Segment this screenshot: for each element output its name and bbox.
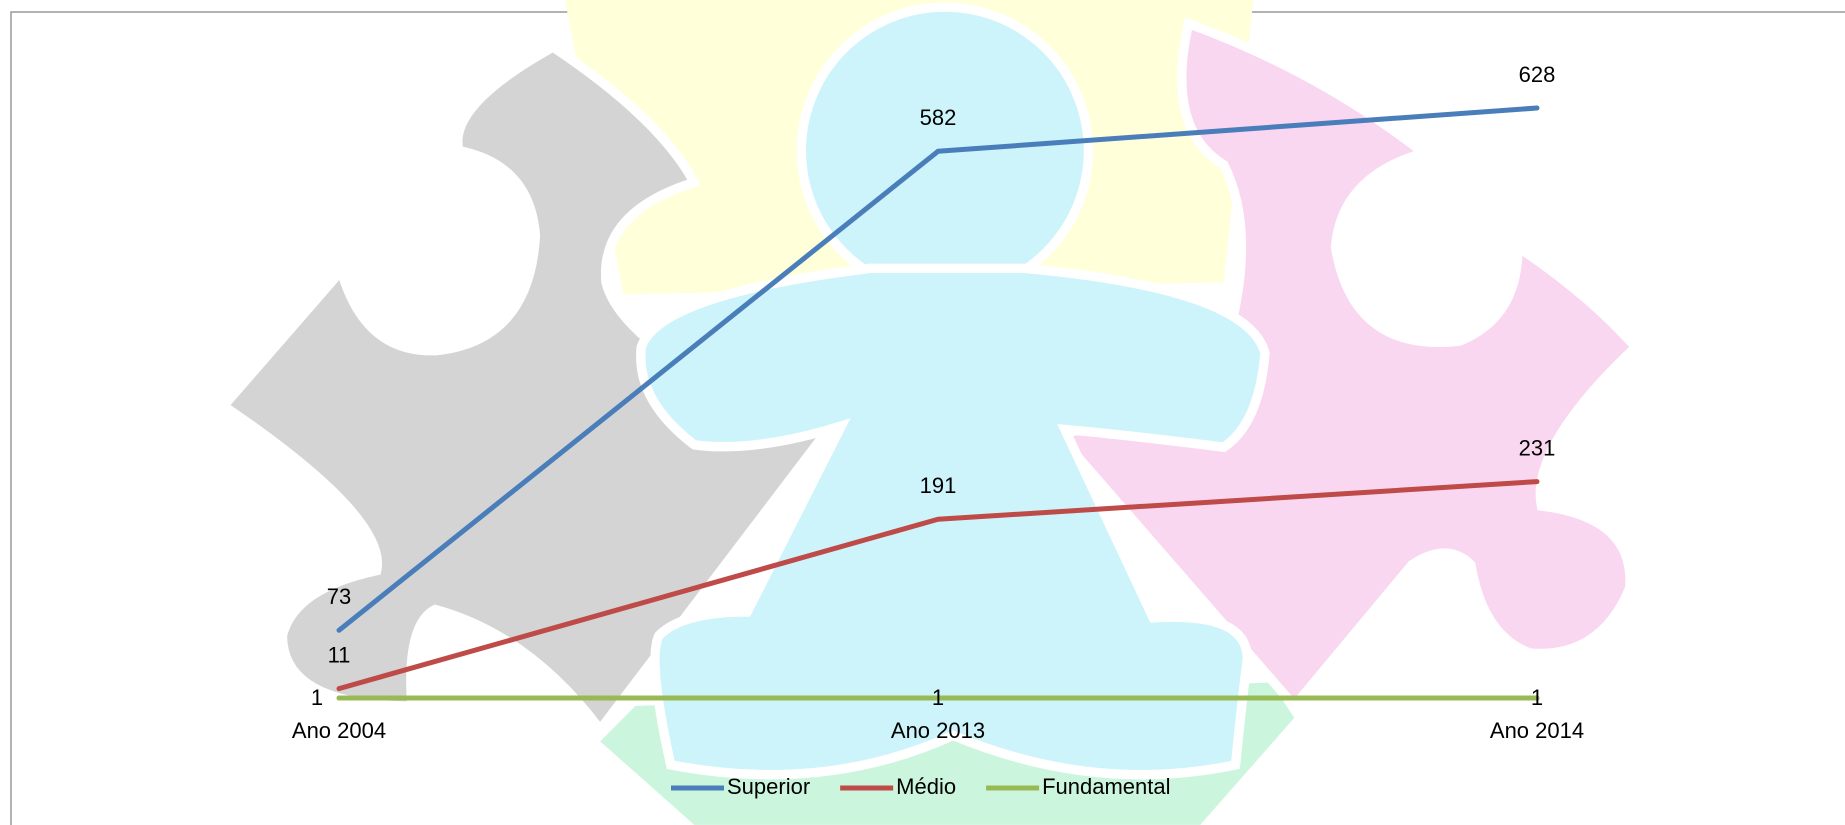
- series-line: [336, 105, 1540, 633]
- x-tick-label: Ano 2013: [891, 718, 985, 743]
- data-label: 582: [920, 105, 957, 130]
- plot-area: Ano 2004 Ano 2013 Ano 20147358262811191231…: [292, 62, 1584, 799]
- data-label: 191: [920, 473, 957, 498]
- data-label: 1: [311, 685, 323, 710]
- data-label: 1: [1531, 685, 1543, 710]
- puzzle-person-body: [636, 263, 1270, 780]
- x-tick-label: Ano 2004: [292, 718, 386, 743]
- data-label: 11: [328, 642, 351, 667]
- x-tick-label: Ano 2014: [1490, 718, 1584, 743]
- data-label: 73: [327, 584, 351, 609]
- puzzle-piece-gray: [216, 41, 832, 738]
- data-label: 1: [932, 685, 944, 710]
- legend-label: Fundamental: [1042, 774, 1170, 799]
- legend-label: Superior: [727, 774, 810, 799]
- background-puzzle: [216, 0, 1643, 825]
- data-label: 628: [1519, 62, 1556, 87]
- series-line: [336, 479, 1540, 692]
- data-label: 231: [1519, 435, 1556, 460]
- legend-label: Médio: [896, 774, 956, 799]
